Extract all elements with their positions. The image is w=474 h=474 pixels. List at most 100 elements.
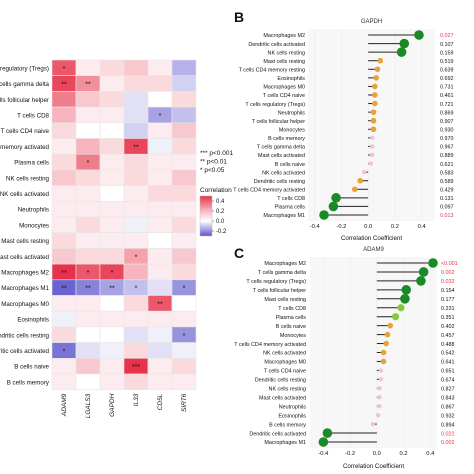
category-label: NK cells resting: [269, 387, 306, 393]
x-tick-label: 0.2: [391, 224, 399, 230]
heatmap-cell: [75, 248, 101, 265]
heatmap-cell: [147, 263, 173, 281]
category-label: Macrophages M2: [264, 261, 306, 267]
category-label: T cells gamma delta: [258, 270, 306, 276]
lollipop-dot: [370, 117, 377, 124]
category-label: Macrophages M2: [263, 33, 305, 39]
heatmap-cell: [171, 122, 197, 139]
category-label: Macrophages M0: [263, 85, 305, 91]
category-label: NK cells activated: [262, 170, 305, 176]
significance-star: *: [135, 286, 138, 293]
heatmap-cell: [147, 122, 173, 139]
x-tick-label: -0.4: [310, 224, 321, 230]
p-value-label: 0.651: [441, 369, 455, 375]
category-label: T cells CD4 memory activated: [234, 342, 306, 348]
lollipop-dot: [416, 276, 426, 286]
heatmap-cell: [147, 153, 173, 171]
heatmap-cell: [99, 216, 125, 233]
category-label: B cells naive: [276, 324, 306, 330]
heatmap-cell: [75, 216, 101, 233]
p-value-label: 0.351: [441, 315, 455, 321]
lollipop-dot: [331, 193, 341, 203]
category-label: Monocytes: [279, 127, 305, 133]
category-label: T cells CD4 naive: [264, 369, 306, 375]
significance-star: **: [157, 301, 163, 308]
p-value-label: 0.013: [440, 213, 454, 219]
lollipop-dot: [369, 135, 375, 141]
heatmap-cell: [147, 201, 173, 218]
heatmap-cell: [123, 216, 149, 233]
heatmap-cell: [51, 169, 77, 186]
heatmap-cell: [171, 201, 197, 218]
category-label: Plasma cells: [275, 205, 306, 211]
category-label: Mast cells resting: [263, 59, 305, 65]
heatmap-cell: [51, 232, 77, 249]
heatmap-cell: [51, 185, 77, 202]
heatmap-cell: [99, 138, 125, 155]
category-label: T cells CD8: [277, 196, 305, 202]
heatmap-cell: [51, 373, 77, 390]
significance-star: **: [61, 286, 67, 293]
lollipop-dot: [387, 322, 394, 329]
heatmap-row-label: B cells naive: [14, 364, 49, 371]
lollipop-dot: [391, 313, 400, 321]
lollipop-dot: [380, 349, 387, 356]
heatmap-cell: [123, 342, 149, 359]
heatmap-row-label: Plasma cells: [14, 160, 49, 167]
heatmap-cell: [171, 106, 197, 124]
lollipop-dot: [372, 92, 378, 98]
heatmap-cell: [75, 310, 101, 328]
lollipop-dot: [377, 404, 382, 409]
lollipop-dot: [369, 144, 375, 149]
significance-star: *: [87, 270, 90, 277]
category-label: Eosinophils: [277, 76, 305, 82]
heatmap-row-label: Macrophages M0: [1, 301, 49, 308]
heatmap-cell: [123, 263, 149, 281]
category-label: Neutrophils: [279, 404, 307, 410]
category-label: Dendritic cells activated: [249, 431, 306, 437]
heatmap-cell: [171, 169, 197, 186]
significance-star: **: [133, 144, 139, 151]
heatmap-cell: [123, 326, 149, 343]
heatmap-row-label: T cells CD8: [17, 112, 49, 119]
category-label: Plasma cells: [276, 315, 307, 321]
heatmap-cell: [147, 75, 173, 92]
heatmap-column-label: CD5L: [157, 393, 164, 410]
lollipop-dot: [370, 109, 377, 115]
heatmap-cell: [147, 357, 173, 375]
category-label: Macrophages M0: [264, 360, 306, 366]
category-label: T cells follicular helper: [253, 288, 306, 294]
colorbar-tick-label: -0.2: [216, 229, 227, 235]
category-label: Mast cells resting: [264, 297, 306, 303]
heatmap-cell: [123, 59, 149, 76]
p-value-label: 0.429: [440, 187, 454, 193]
category-label: T cells regulatory (Tregs): [245, 102, 305, 108]
significance-star: **: [109, 286, 115, 293]
heatmap-cell: [147, 373, 173, 390]
lollipop-dot: [378, 377, 384, 382]
lollipop-dot: [328, 201, 339, 212]
heatmap-row-label: Eosinophils: [17, 317, 49, 324]
heatmap-cell: [99, 122, 125, 139]
significance-legend-entry: ** p<0.01: [200, 159, 227, 166]
p-value-label: 0.032: [441, 279, 455, 285]
heatmap-cell: [147, 310, 173, 328]
p-value-label: 0.894: [441, 422, 455, 428]
lollipop-dot: [396, 47, 407, 57]
heatmap-cell: [75, 169, 101, 186]
heatmap-cell: [75, 201, 101, 218]
lollipop-dot: [414, 30, 424, 40]
p-value-label: 0.967: [440, 145, 454, 151]
heatmap-cell: [51, 106, 77, 124]
heatmap-row-label: Mast cells resting: [1, 238, 49, 245]
heatmap-cell: [147, 138, 173, 155]
heatmap-cell: [99, 310, 125, 328]
heatmap-cell: [51, 357, 77, 375]
heatmap-cell: [123, 295, 149, 312]
panel-letter: B: [234, 9, 244, 25]
colorbar: [199, 195, 213, 237]
p-value-label: 0.022: [441, 431, 455, 437]
significance-star: **: [85, 82, 91, 89]
heatmap-cell: [171, 59, 197, 76]
category-label: Neutrophils: [278, 110, 306, 116]
